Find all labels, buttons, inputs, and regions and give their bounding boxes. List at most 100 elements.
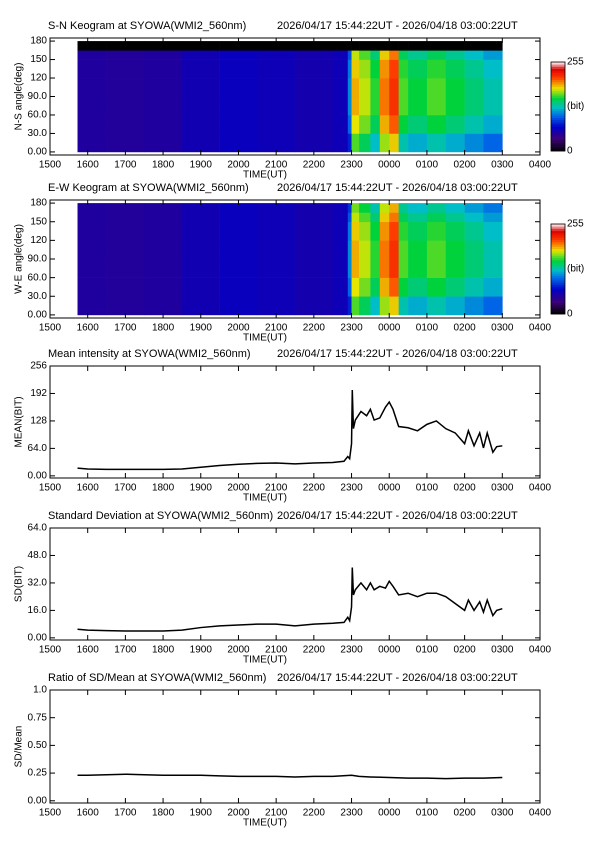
keogram-cell [77,212,107,223]
keogram-cell [426,78,447,97]
y-tick-label: 180 [30,198,47,209]
keogram-cell [295,78,333,97]
y-tick-label: 64.0 [28,443,48,454]
keogram-cell [219,296,258,316]
panel-title: Mean intensity at SYOWA(WMI2_560nm) [48,348,251,360]
keogram-cell [351,78,360,97]
keogram-cell [144,259,183,278]
keogram-cell [379,41,390,51]
colorbar-swatch [551,124,565,127]
keogram-cell [389,296,399,316]
keogram-cell [351,133,360,153]
keogram-cell [106,41,145,51]
keogram-cell [181,296,220,316]
keogram-cell [77,114,107,134]
keogram-cell [389,212,399,223]
colorbar-swatch [551,233,565,236]
keogram-cell [408,78,428,97]
keogram-cell [77,41,107,51]
keogram-cell [426,59,447,79]
keogram-cell [408,240,428,260]
y-tick-label: 120 [30,73,47,84]
keogram-cell [398,221,409,241]
keogram-cell [389,259,399,278]
colorbar-swatch [551,137,565,141]
keogram-cell [398,203,409,213]
keogram-cell [445,277,465,297]
colorbar-swatch [551,289,565,292]
x-axis-label: TIME(UT) [243,655,287,666]
keogram-cell [464,212,484,223]
colorbar-swatch [551,122,565,125]
keogram-cell [389,96,399,116]
colorbar-swatch [551,93,565,96]
x-tick-label: 0400 [529,323,552,334]
panel: E-W Keogram at SYOWA(WMI2_560nm) 2026/04/… [14,182,585,344]
keogram-cell [426,114,447,134]
keogram-cell [332,212,349,223]
keogram-cell [295,259,333,278]
keogram-cell [464,50,484,60]
colorbar-swatch [551,104,565,107]
keogram-cell [257,133,296,153]
colorbar-swatch [551,271,565,274]
x-tick-label: 0200 [453,808,476,819]
keogram-cell [370,296,381,316]
colorbar-swatch [551,237,565,241]
keogram-cell [332,78,349,97]
keogram-cell [347,133,352,153]
colorbar-swatch [551,257,565,261]
keogram-cell [445,221,465,241]
keogram-cell [257,96,296,116]
keogram-cell [144,114,183,134]
keogram-cell [464,59,484,79]
keogram-cell [408,296,428,316]
keogram-cell [359,277,371,297]
x-tick-label: 2000 [227,483,250,494]
keogram-cell [389,78,399,97]
x-tick-label: 2100 [265,483,288,494]
x-tick-label: 0100 [416,808,439,819]
keogram-cell [464,96,484,116]
keogram-cell [144,96,183,116]
keogram-cell [347,212,352,223]
x-tick-label: 2200 [303,160,326,171]
x-tick-label: 0300 [491,808,514,819]
colorbar-swatch [551,224,565,227]
plot-frame [49,527,541,641]
keogram-cell [347,114,352,134]
plot-frame [49,689,541,804]
panel-date-range: 2026/04/17 15:44:22UT - 2026/04/18 03:00… [277,672,518,684]
keogram-cell [464,41,484,51]
keogram-cell [347,296,352,316]
keogram-cell [219,221,258,241]
keogram-cell [483,114,503,134]
keogram-cell [370,212,381,223]
x-tick-label: 0100 [416,160,439,171]
keogram-cell [181,203,220,213]
keogram-cell [464,221,484,241]
keogram-cell [77,203,107,213]
x-tick-label: 1900 [190,645,213,656]
keogram-cell [106,59,145,79]
keogram-cell [106,114,145,134]
x-tick-label: 2300 [340,808,363,819]
keogram-cell [332,41,349,51]
x-tick-label: 1800 [152,483,175,494]
colorbar-swatch [551,77,565,81]
keogram-cell [77,240,107,260]
keogram-cell [295,221,333,241]
x-tick-label: 1600 [77,645,100,656]
keogram-cell [106,277,145,297]
x-tick-label: 2100 [265,808,288,819]
x-tick-label: 2100 [265,323,288,334]
y-tick-label: 0.00 [28,470,48,481]
keogram-cell [464,114,484,134]
keogram-cell [106,203,145,213]
keogram-cell [464,78,484,97]
keogram-cell [351,259,360,278]
keogram-cell [257,259,296,278]
keogram-cell [144,296,183,316]
colorbar-swatch [551,253,565,256]
